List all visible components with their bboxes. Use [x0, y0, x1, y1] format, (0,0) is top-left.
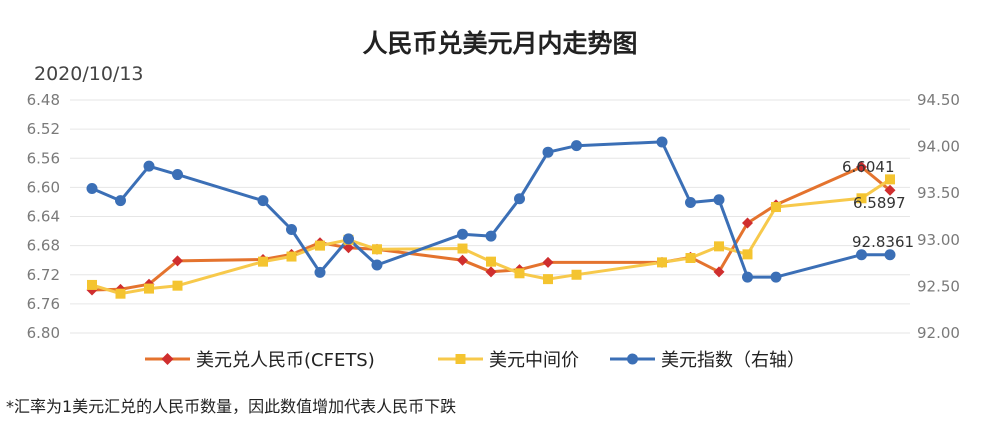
data-point-dxy	[542, 146, 554, 158]
data-point-cfets	[343, 242, 354, 254]
data-point-dxy	[770, 271, 782, 283]
data-point-midrate	[543, 274, 553, 285]
series-markers	[86, 136, 896, 299]
data-point-dxy	[286, 224, 297, 236]
legend-label-cfets: 美元兑人民币(CFETS)	[196, 350, 375, 371]
left-tick-label: 6.64	[27, 208, 60, 226]
data-labels: 6.6041 6.5897 92.8361	[842, 158, 914, 251]
right-tick-label: 92.00	[917, 324, 960, 342]
data-point-dxy	[172, 169, 183, 181]
series-line-cfets	[91, 165, 891, 292]
data-point-dxy	[314, 266, 326, 278]
data-point-dxy	[514, 193, 525, 205]
chart-date: 2020/10/13	[34, 63, 144, 85]
right-tick-label: 93.00	[917, 231, 960, 249]
label-dxy-last: 92.8361	[852, 233, 914, 251]
data-point-dxy	[115, 195, 126, 207]
data-point-dxy	[343, 233, 354, 245]
data-point-dxy	[143, 160, 155, 172]
data-point-midrate	[714, 241, 724, 252]
data-point-dxy	[371, 259, 383, 271]
legend-label-dxy: 美元指数（右轴）	[661, 350, 805, 371]
legend: 美元兑人民币(CFETS) 美元中间价 美元指数（右轴）	[145, 350, 805, 371]
data-point-dxy	[742, 271, 753, 283]
data-point-midrate	[771, 202, 781, 213]
right-tick-label: 92.50	[917, 277, 960, 295]
data-point-cfets	[884, 184, 896, 196]
data-point-cfets	[457, 254, 468, 266]
data-point-midrate	[172, 280, 183, 291]
data-point-cfets	[742, 217, 753, 229]
data-point-dxy	[713, 194, 725, 206]
label-midrate-last: 6.5897	[853, 194, 906, 212]
data-point-midrate	[742, 249, 753, 260]
data-point-dxy	[656, 136, 668, 148]
data-point-dxy	[571, 140, 582, 152]
data-point-dxy	[884, 249, 896, 261]
left-tick-label: 6.56	[27, 149, 60, 167]
data-point-midrate	[885, 174, 895, 185]
data-point-cfets	[485, 266, 497, 278]
data-point-midrate	[457, 243, 468, 254]
right-tick-label: 93.50	[917, 184, 960, 202]
gridlines	[70, 99, 910, 334]
footnote: *汇率为1美元汇兑的人民币数量，因此数值增加代表人民币下跌	[6, 397, 456, 416]
left-tick-label: 6.52	[27, 120, 60, 138]
data-point-midrate	[571, 269, 582, 280]
left-tick-label: 6.68	[27, 237, 60, 255]
legend-item-dxy: 美元指数（右轴）	[610, 350, 805, 371]
data-point-midrate	[657, 257, 667, 268]
data-point-midrate	[286, 251, 297, 262]
legend-label-midrate: 美元中间价	[489, 350, 579, 371]
data-point-midrate	[685, 253, 696, 264]
data-point-dxy	[257, 195, 269, 207]
data-point-cfets	[856, 161, 867, 173]
data-point-midrate	[372, 244, 382, 255]
data-point-cfets	[713, 266, 725, 278]
data-point-midrate	[486, 256, 496, 267]
data-point-midrate	[258, 256, 268, 267]
data-point-midrate	[856, 193, 867, 204]
data-point-cfets	[542, 256, 554, 268]
right-axis: 94.50 94.00 93.50 93.00 92.50 92.00	[917, 91, 960, 342]
right-tick-label: 94.50	[917, 91, 960, 109]
legend-item-midrate: 美元中间价	[438, 350, 579, 371]
label-cfets-last: 6.6041	[842, 158, 895, 176]
data-point-midrate	[144, 283, 154, 294]
right-tick-label: 94.00	[917, 138, 960, 156]
data-point-dxy	[485, 230, 497, 242]
data-point-dxy	[86, 183, 98, 195]
data-point-dxy	[856, 249, 867, 261]
data-point-dxy	[457, 228, 468, 240]
data-point-midrate	[514, 268, 525, 279]
data-point-midrate	[315, 240, 325, 251]
data-point-cfets	[172, 255, 183, 267]
data-point-midrate	[87, 279, 97, 290]
left-tick-label: 6.72	[27, 266, 60, 284]
left-tick-label: 6.60	[27, 178, 60, 196]
left-tick-label: 6.76	[27, 295, 60, 313]
chart-title: 人民币兑美元月内走势图	[362, 29, 637, 58]
data-point-midrate	[115, 288, 126, 299]
legend-item-cfets: 美元兑人民币(CFETS)	[145, 350, 375, 371]
left-tick-label: 6.48	[27, 91, 60, 109]
left-axis: 6.48 6.52 6.56 6.60 6.64 6.68 6.72 6.76 6.80	[27, 91, 60, 342]
data-point-dxy	[685, 197, 696, 209]
left-tick-label: 6.80	[27, 324, 60, 342]
